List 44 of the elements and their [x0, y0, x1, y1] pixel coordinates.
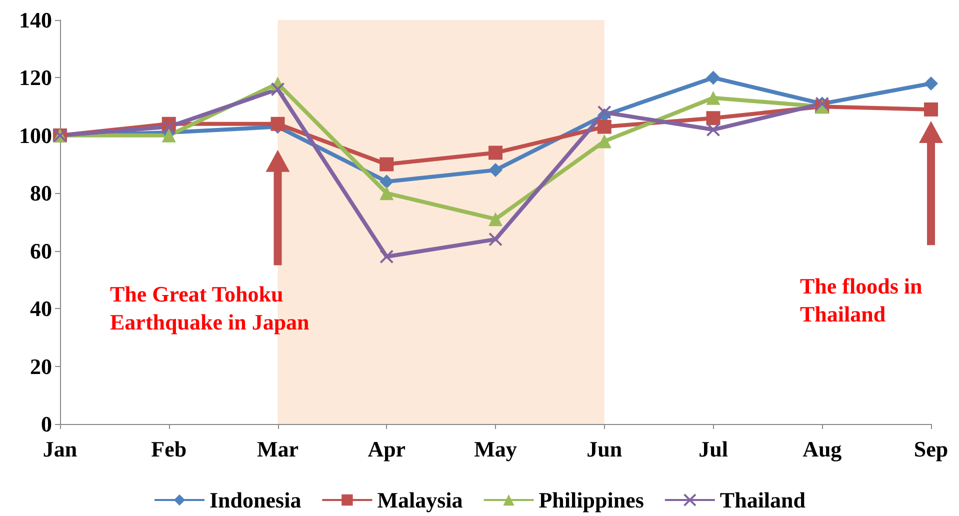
annotation: The floods in Thailand: [800, 274, 928, 326]
point: [597, 120, 612, 134]
point: [380, 250, 394, 264]
point: [488, 212, 502, 226]
y-tick-label: 100: [19, 122, 52, 148]
point: [924, 102, 938, 116]
point: [488, 163, 502, 178]
point: [706, 111, 720, 126]
y-tick-label: 0: [41, 412, 52, 436]
point: [706, 70, 720, 85]
x-tick-label: Sep: [914, 436, 948, 462]
point: [380, 186, 394, 200]
point: [597, 134, 612, 148]
legend-label: Malaysia: [377, 488, 463, 512]
y-tick-label: 120: [19, 65, 52, 90]
legend-label: Indonesia: [209, 488, 302, 512]
x-tick-label: Apr: [368, 436, 406, 462]
point: [488, 232, 502, 246]
x-tick-label: Jun: [586, 436, 622, 462]
point: [162, 128, 176, 142]
annotation: The Great Tohoku Earthquake in Japan: [110, 282, 310, 334]
y-tick-label: 20: [30, 354, 52, 379]
point: [706, 90, 720, 105]
point: [924, 76, 938, 90]
point: [162, 120, 176, 134]
y-tick-label: 40: [30, 296, 52, 322]
point: [270, 116, 285, 131]
point: [488, 146, 502, 160]
y-tick-label: 60: [30, 238, 52, 264]
point: [380, 157, 394, 172]
point: [597, 105, 612, 120]
x-tick-label: May: [474, 436, 517, 462]
point: [380, 174, 394, 189]
y-tick-label: 80: [30, 180, 52, 206]
x-tick-label: Jan: [42, 436, 78, 462]
x-tick-label: Jul: [698, 436, 728, 462]
point: [270, 82, 285, 96]
point: [706, 122, 720, 137]
x-tick-label: Mar: [256, 436, 299, 462]
x-tick-label: Feb: [151, 436, 187, 462]
y-tick-label: 140: [19, 8, 52, 32]
x-tick-label: Aug: [802, 436, 842, 462]
legend-label: Thailand: [720, 488, 806, 512]
legend-label: Philippines: [538, 488, 644, 512]
